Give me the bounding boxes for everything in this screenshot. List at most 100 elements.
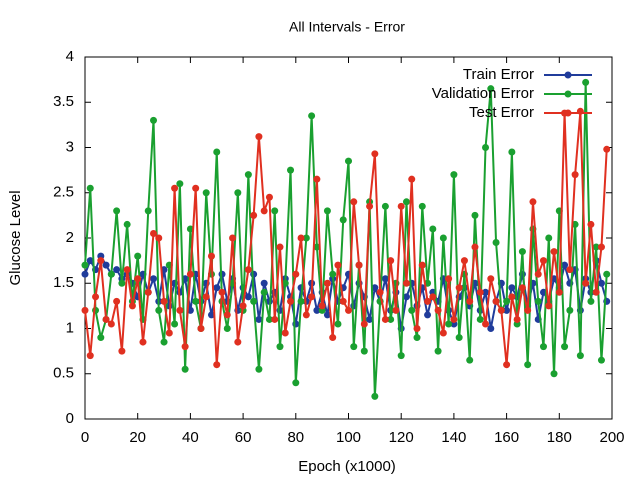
x-tick-label: 40 (182, 429, 199, 446)
data-point (492, 297, 500, 305)
data-point (345, 157, 352, 165)
data-point (128, 302, 136, 310)
data-point (402, 279, 410, 287)
series-line (84, 111, 608, 365)
data-point (308, 112, 316, 120)
data-point (487, 85, 495, 93)
data-point (134, 275, 142, 283)
data-point (524, 306, 532, 314)
data-point (539, 343, 547, 351)
data-point (171, 320, 179, 328)
data-point (97, 257, 105, 265)
data-point (139, 338, 147, 346)
y-tick-label: 3.5 (53, 93, 74, 110)
data-point (455, 334, 463, 342)
data-point (287, 166, 295, 174)
data-point (381, 202, 389, 210)
legend-marker (564, 90, 572, 98)
data-point (350, 343, 358, 351)
data-point (181, 343, 189, 351)
data-point (260, 288, 268, 296)
data-point (524, 361, 532, 369)
data-point (508, 293, 516, 301)
data-point (218, 288, 226, 296)
data-point (134, 252, 142, 260)
data-point (466, 356, 474, 364)
data-point (107, 270, 115, 278)
data-point (118, 279, 126, 287)
data-point (271, 315, 279, 323)
data-point (350, 198, 358, 206)
data-point (503, 306, 511, 314)
data-point (155, 234, 163, 242)
data-point (171, 184, 179, 192)
data-point (313, 175, 321, 183)
data-point (281, 329, 289, 337)
data-point (276, 343, 284, 351)
data-point (566, 266, 574, 274)
data-point (250, 297, 258, 305)
data-point (329, 270, 337, 278)
data-point (102, 261, 110, 269)
legend-marker (564, 109, 572, 117)
series-line (84, 82, 608, 397)
data-point (207, 252, 215, 260)
data-point (192, 184, 200, 192)
data-point (92, 293, 100, 301)
data-point (366, 315, 374, 323)
data-point (376, 288, 384, 296)
chart-title: All Intervals - Error (289, 19, 405, 35)
data-point (250, 211, 258, 219)
data-point (255, 365, 263, 373)
data-point (471, 243, 479, 251)
plot-border (84, 56, 613, 420)
y-tick-label: 0.5 (53, 365, 74, 382)
x-tick-label: 140 (441, 429, 466, 446)
data-point (482, 288, 490, 296)
data-point (323, 279, 331, 287)
data-point (466, 297, 474, 305)
data-point (244, 266, 252, 274)
data-point (487, 275, 495, 283)
legend-label: Train Error (463, 66, 534, 83)
data-point (186, 270, 194, 278)
data-point (318, 302, 326, 310)
data-point (518, 284, 526, 292)
data-point (202, 189, 210, 197)
data-point (381, 275, 389, 283)
data-point (113, 266, 121, 274)
data-point (387, 257, 395, 265)
data-point (276, 243, 284, 251)
data-point (181, 365, 189, 373)
data-point (160, 338, 168, 346)
data-point (292, 270, 300, 278)
data-point (534, 297, 542, 305)
data-point (371, 284, 379, 292)
data-point (503, 297, 511, 305)
data-point (450, 315, 458, 323)
data-point (555, 288, 563, 296)
data-point (165, 329, 173, 337)
data-point (207, 311, 215, 319)
data-point (150, 116, 158, 124)
data-point (223, 325, 231, 332)
legend-label: Test Error (469, 104, 534, 121)
data-point (513, 315, 521, 323)
data-point (550, 248, 558, 256)
data-point (265, 193, 273, 201)
data-point (576, 352, 584, 360)
data-point (587, 297, 595, 305)
x-tick-label: 160 (494, 429, 519, 446)
y-tick-label: 1 (66, 319, 74, 336)
data-point (339, 216, 347, 224)
data-point (397, 202, 405, 210)
data-point (597, 356, 605, 364)
data-point (460, 257, 468, 265)
data-point (592, 243, 600, 251)
data-point (518, 248, 526, 256)
data-point (492, 239, 500, 247)
data-point (371, 392, 379, 400)
data-point (86, 257, 94, 265)
data-point (471, 211, 479, 219)
